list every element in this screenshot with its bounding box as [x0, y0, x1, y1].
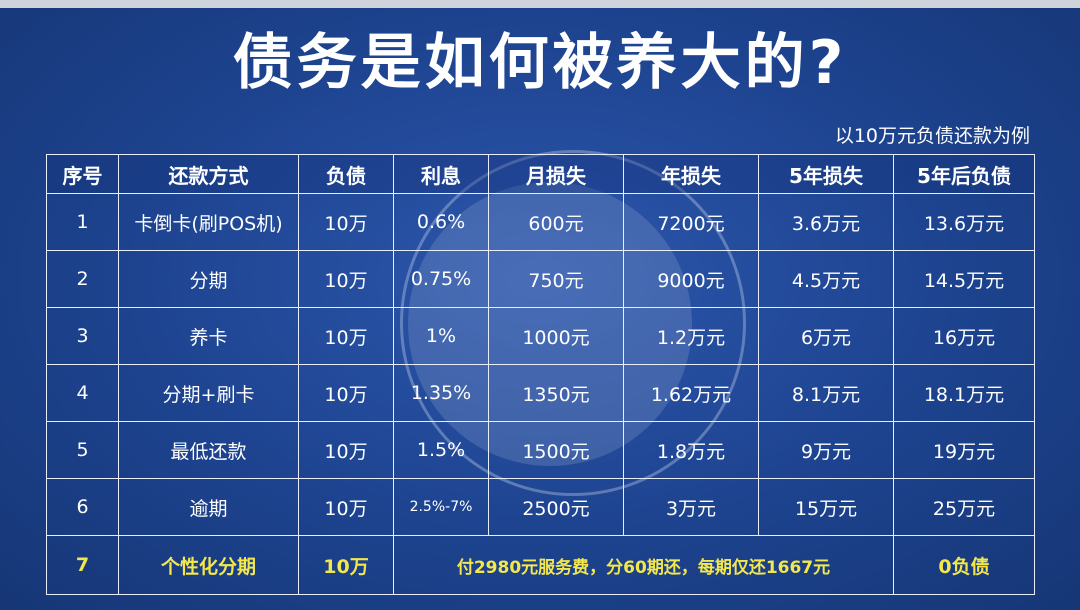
table-cell: 1.2万元: [623, 307, 759, 365]
table-cell: 8.1万元: [758, 364, 894, 422]
table-cell: 9万元: [758, 421, 894, 479]
table-row: 3 养卡 10万 1% 1000元 1.2万元 6万元 16万元: [46, 307, 1035, 365]
table-row: 5 最低还款 10万 1.5% 1500元 1.8万元 9万元 19万元: [46, 421, 1035, 479]
table-cell: 2500元: [488, 478, 624, 536]
table-cell: 10万: [298, 421, 394, 479]
table-cell: 14.5万元: [893, 250, 1035, 308]
top-strip: [0, 0, 1080, 8]
highlight-number: 7: [46, 535, 119, 595]
header-cell: 序号: [46, 154, 119, 194]
table-cell: 1350元: [488, 364, 624, 422]
table-cell: 10万: [298, 307, 394, 365]
header-cell: 5年损失: [758, 154, 894, 194]
table-cell: 4: [46, 364, 119, 422]
table-cell: 10万: [298, 193, 394, 251]
highlight-result: 0负债: [893, 535, 1035, 595]
header-cell: 年损失: [623, 154, 759, 194]
debt-table: 序号 还款方式 负债 利息 月损失 年损失 5年损失 5年后负债 1 卡倒卡(刷…: [46, 154, 1035, 595]
table-cell: 卡倒卡(刷POS机): [118, 193, 299, 251]
table-cell: 2.5%-7%: [393, 478, 489, 536]
table-cell: 9000元: [623, 250, 759, 308]
table-cell: 3: [46, 307, 119, 365]
table-cell: 16万元: [893, 307, 1035, 365]
table-cell: 15万元: [758, 478, 894, 536]
table-cell: 10万: [298, 364, 394, 422]
table-cell: 13.6万元: [893, 193, 1035, 251]
header-cell: 负债: [298, 154, 394, 194]
table-cell: 0.75%: [393, 250, 489, 308]
table-cell: 4.5万元: [758, 250, 894, 308]
table-cell: 1.35%: [393, 364, 489, 422]
table-row: 2 分期 10万 0.75% 750元 9000元 4.5万元 14.5万元: [46, 250, 1035, 308]
table-cell: 3.6万元: [758, 193, 894, 251]
table-cell: 1000元: [488, 307, 624, 365]
table-cell: 1: [46, 193, 119, 251]
table-cell: 0.6%: [393, 193, 489, 251]
table-cell: 最低还款: [118, 421, 299, 479]
table-cell: 1.5%: [393, 421, 489, 479]
header-cell: 月损失: [488, 154, 624, 194]
page-title: 债务是如何被养大的?: [232, 28, 848, 98]
header-cell: 利息: [393, 154, 489, 194]
table-cell: 25万元: [893, 478, 1035, 536]
table-cell: 养卡: [118, 307, 299, 365]
header-cell: 还款方式: [118, 154, 299, 194]
table-cell: 18.1万元: [893, 364, 1035, 422]
highlight-row: 7 个性化分期 10万 付2980元服务费，分60期还，每期仅还1667元 0负…: [46, 535, 1035, 595]
table-cell: 10万: [298, 250, 394, 308]
highlight-debt: 10万: [298, 535, 394, 595]
table-row: 6 逾期 10万 2.5%-7% 2500元 3万元 15万元 25万元: [46, 478, 1035, 536]
table-row: 4 分期+刷卡 10万 1.35% 1350元 1.62万元 8.1万元 18.…: [46, 364, 1035, 422]
table-cell: 1500元: [488, 421, 624, 479]
table-cell: 1.8万元: [623, 421, 759, 479]
page-subtitle: 以10万元负债还款为例: [834, 125, 1030, 147]
table-cell: 19万元: [893, 421, 1035, 479]
table-cell: 1%: [393, 307, 489, 365]
table-cell: 分期: [118, 250, 299, 308]
table-cell: 3万元: [623, 478, 759, 536]
table-cell: 6万元: [758, 307, 894, 365]
table-cell: 分期+刷卡: [118, 364, 299, 422]
table-cell: 10万: [298, 478, 394, 536]
table-header-row: 序号 还款方式 负债 利息 月损失 年损失 5年损失 5年后负债: [46, 154, 1035, 194]
header-cell: 5年后负债: [893, 154, 1035, 194]
table-row: 1 卡倒卡(刷POS机) 10万 0.6% 600元 7200元 3.6万元 1…: [46, 193, 1035, 251]
table-cell: 1.62万元: [623, 364, 759, 422]
table-cell: 2: [46, 250, 119, 308]
table-cell: 5: [46, 421, 119, 479]
table-cell: 6: [46, 478, 119, 536]
table-cell: 600元: [488, 193, 624, 251]
table-cell: 逾期: [118, 478, 299, 536]
table-cell: 750元: [488, 250, 624, 308]
highlight-method: 个性化分期: [118, 535, 299, 595]
highlight-note: 付2980元服务费，分60期还，每期仅还1667元: [393, 535, 894, 595]
table-cell: 7200元: [623, 193, 759, 251]
